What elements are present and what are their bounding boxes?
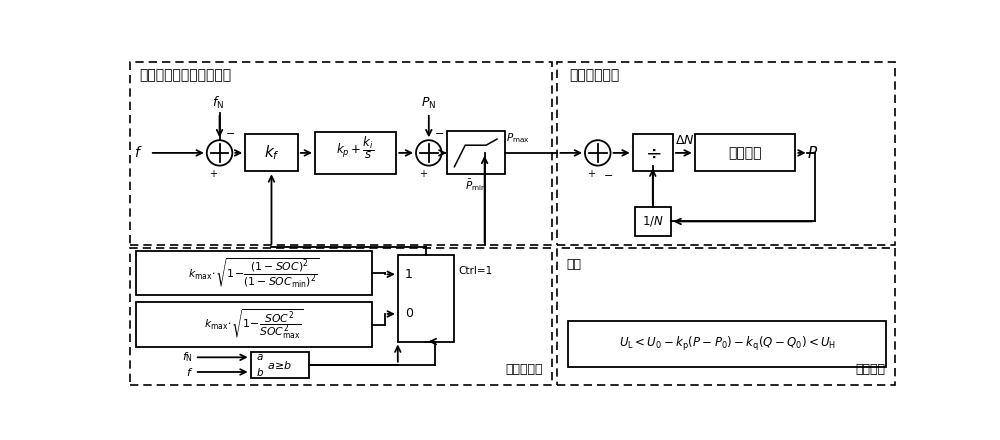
Text: $b$: $b$ <box>256 366 264 378</box>
Bar <box>557 62 895 246</box>
Text: 推出: 推出 <box>567 257 582 271</box>
Text: $P_{\rm N}$: $P_{\rm N}$ <box>421 95 436 110</box>
Text: 空调集群: 空调集群 <box>728 146 762 160</box>
Bar <box>136 251 372 295</box>
Text: $k_p+\dfrac{k_i}{s}$: $k_p+\dfrac{k_i}{s}$ <box>336 135 375 161</box>
Text: 1: 1 <box>405 268 413 281</box>
Text: $1/N$: $1/N$ <box>642 214 664 228</box>
Text: $f_{\rm N}$: $f_{\rm N}$ <box>182 350 193 364</box>
Bar <box>557 248 895 385</box>
Bar <box>130 248 552 385</box>
Text: $P_{\rm max}$: $P_{\rm max}$ <box>506 131 530 145</box>
Text: $\Delta N$: $\Delta N$ <box>675 134 695 147</box>
Bar <box>398 255 454 341</box>
Text: $-$: $-$ <box>225 127 235 137</box>
Bar <box>251 352 309 378</box>
Bar <box>447 131 505 174</box>
Text: $a\!\geq\! b$: $a\!\geq\! b$ <box>267 359 292 370</box>
Text: 变下垂系数: 变下垂系数 <box>505 363 543 376</box>
Text: $a$: $a$ <box>256 352 264 362</box>
Text: 0: 0 <box>405 308 413 320</box>
Text: $k_f$: $k_f$ <box>264 143 279 162</box>
Text: $f$: $f$ <box>186 366 193 378</box>
Text: +: + <box>419 169 427 179</box>
Text: 功率偏差调整: 功率偏差调整 <box>569 68 619 82</box>
Text: 下垂控制及频率辅助控制: 下垂控制及频率辅助控制 <box>139 68 231 82</box>
Text: +: + <box>209 169 217 179</box>
Bar <box>130 62 552 246</box>
Bar <box>633 135 673 171</box>
Text: $f$: $f$ <box>134 145 143 161</box>
Text: Ctrl=1: Ctrl=1 <box>458 266 492 276</box>
Text: $P$: $P$ <box>807 145 818 161</box>
Text: $-$: $-$ <box>434 127 444 137</box>
Text: $\bar{P}_{\rm min}$: $\bar{P}_{\rm min}$ <box>465 177 486 193</box>
Text: $-$: $-$ <box>603 169 613 179</box>
Bar <box>245 135 298 171</box>
Bar <box>635 207 671 236</box>
Text: $k_{\max}\!\cdot\!\sqrt{1\!-\!\dfrac{(1-SOC)^2}{(1-SOC_{\min})^2}}$: $k_{\max}\!\cdot\!\sqrt{1\!-\!\dfrac{(1-… <box>188 257 320 290</box>
Bar <box>315 132 396 174</box>
Text: 电压约束: 电压约束 <box>855 363 885 376</box>
Text: $f_{\rm N}$: $f_{\rm N}$ <box>212 95 224 110</box>
Text: $U_{\rm L}<U_0-k_{\rm p}(P-P_0)-k_{\rm q}(Q-Q_0)<U_{\rm H}$: $U_{\rm L}<U_0-k_{\rm p}(P-P_0)-k_{\rm q… <box>619 335 836 353</box>
Text: +: + <box>587 169 595 179</box>
Bar <box>695 135 795 171</box>
Text: $\div$: $\div$ <box>645 143 661 162</box>
Text: $k_{\max}\!\cdot\!\sqrt{1\!-\!\dfrac{SOC^2}{SOC_{\max}^2}}$: $k_{\max}\!\cdot\!\sqrt{1\!-\!\dfrac{SOC… <box>204 308 304 341</box>
Bar <box>136 302 372 347</box>
Bar <box>568 321 886 367</box>
